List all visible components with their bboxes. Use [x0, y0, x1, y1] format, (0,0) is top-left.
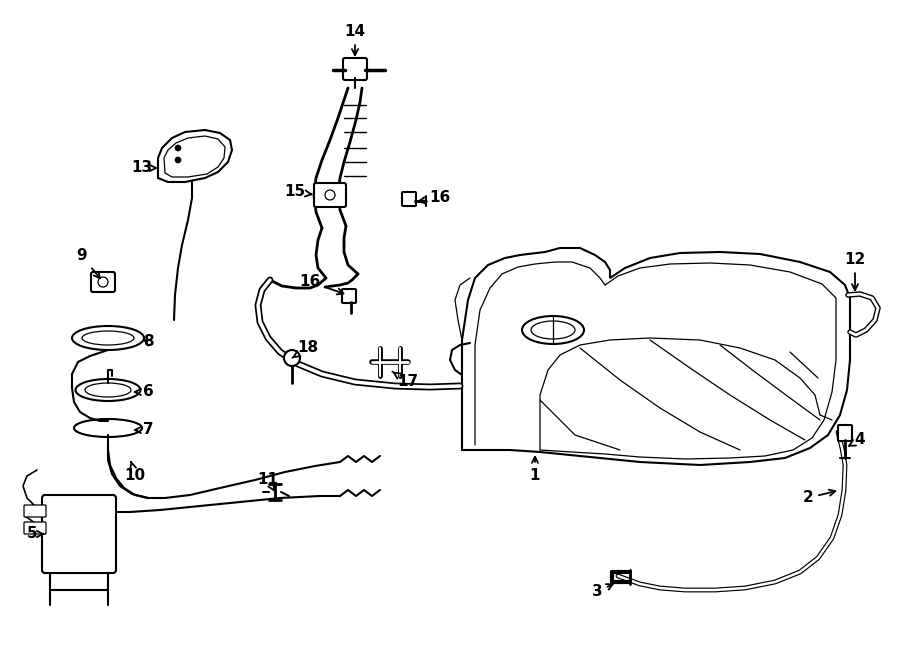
Text: 18: 18: [292, 340, 319, 358]
FancyBboxPatch shape: [314, 183, 346, 207]
Text: 13: 13: [131, 161, 157, 176]
FancyBboxPatch shape: [402, 192, 416, 206]
FancyBboxPatch shape: [42, 495, 116, 573]
Text: 16: 16: [300, 274, 344, 294]
Text: 8: 8: [143, 334, 153, 350]
Text: 17: 17: [392, 371, 418, 389]
Text: 12: 12: [844, 253, 866, 290]
Text: 16: 16: [418, 190, 451, 206]
FancyBboxPatch shape: [838, 425, 852, 441]
Text: 10: 10: [124, 462, 146, 483]
Text: 5: 5: [27, 527, 43, 541]
Text: 6: 6: [135, 385, 153, 399]
Text: 1: 1: [530, 457, 540, 483]
Text: 11: 11: [257, 473, 278, 490]
FancyBboxPatch shape: [24, 505, 46, 517]
Circle shape: [175, 145, 181, 151]
Text: 15: 15: [284, 184, 311, 200]
FancyBboxPatch shape: [342, 289, 356, 303]
Text: 7: 7: [135, 422, 153, 438]
Text: 9: 9: [76, 249, 100, 278]
FancyBboxPatch shape: [91, 272, 115, 292]
Text: 4: 4: [849, 432, 865, 447]
FancyBboxPatch shape: [24, 522, 46, 534]
Text: 14: 14: [345, 24, 365, 56]
FancyBboxPatch shape: [343, 58, 367, 80]
Circle shape: [284, 350, 300, 366]
Text: 2: 2: [803, 490, 835, 506]
Text: 3: 3: [591, 584, 613, 600]
Circle shape: [175, 157, 181, 163]
